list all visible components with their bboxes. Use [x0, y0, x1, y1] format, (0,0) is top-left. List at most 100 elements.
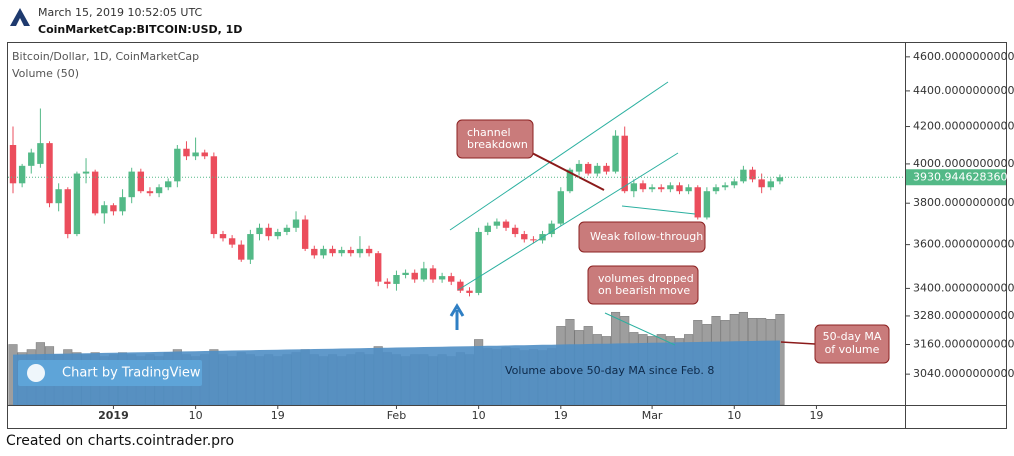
y-tick-label: 4000.0000000000 — [913, 157, 1014, 170]
up-arrow — [449, 303, 465, 330]
volume-ma-area — [13, 340, 780, 405]
annotation-text: Volume above 50-day MA since Feb. 8 — [505, 364, 714, 377]
candle-body — [712, 187, 720, 192]
follow-line — [621, 205, 696, 215]
candle-body — [557, 191, 564, 224]
volume-drop-line — [604, 312, 676, 346]
y-tick-label: 3600.0000000000 — [913, 238, 1014, 251]
annotation: channel breakdown — [456, 119, 534, 159]
timestamp: March 15, 2019 10:52:05 UTC — [38, 6, 203, 19]
candle-body — [466, 290, 473, 293]
candle-body — [256, 227, 263, 235]
candle-body — [110, 205, 117, 212]
x-tick-label: Mar — [642, 409, 663, 422]
x-tick-label: 10 — [472, 409, 486, 422]
candle-body — [703, 191, 711, 218]
annotation: Weak follow-through — [578, 221, 706, 253]
y-tick-label: 3280.0000000000 — [913, 309, 1014, 322]
candle-body — [128, 171, 135, 198]
annotation-text: breakdown — [467, 138, 528, 151]
candle-body — [320, 248, 327, 256]
callout-arrow — [780, 341, 816, 345]
candle-body — [338, 249, 345, 254]
y-tick-label: 4400.0000000000 — [913, 84, 1014, 97]
candle-body — [329, 248, 336, 254]
candle-body — [174, 148, 181, 182]
annotation-text: 50-day MA — [823, 330, 882, 343]
annotation-text: of volume — [825, 343, 880, 356]
candle-body — [731, 181, 738, 186]
candle-body — [411, 272, 418, 280]
candle-body — [429, 268, 437, 280]
x-tick-label: 19 — [271, 409, 285, 422]
annotation-text: volumes dropped — [598, 272, 694, 285]
candle-body — [137, 171, 145, 192]
candle-body — [630, 183, 638, 192]
candle-body — [749, 169, 756, 180]
x-tick-label: 10 — [727, 409, 741, 422]
last-price-box — [906, 169, 1006, 186]
candle-body — [101, 205, 108, 214]
watermark-icon — [27, 364, 45, 382]
candle-body — [594, 165, 601, 174]
candle-body — [228, 238, 236, 245]
candle-body — [201, 152, 208, 157]
candle-body — [283, 227, 291, 232]
candle-body — [420, 268, 428, 280]
candle-body — [667, 185, 674, 190]
candle-body — [155, 187, 163, 194]
candle-body — [767, 181, 774, 188]
y-tick-label: 3400.0000000000 — [913, 281, 1014, 294]
candle-body — [18, 165, 26, 184]
annotation-text: Weak follow-through — [590, 230, 703, 243]
candle-body — [384, 281, 391, 284]
watermark-box — [18, 360, 202, 386]
candle-body — [575, 163, 583, 172]
x-tick-label: 10 — [189, 409, 203, 422]
candle-body — [758, 179, 765, 188]
candle-body — [37, 143, 44, 164]
candle-body — [621, 135, 628, 192]
candle-body — [548, 223, 555, 235]
candle-body — [64, 189, 71, 235]
candle-body — [493, 221, 501, 226]
annotation-text: on bearish move — [598, 284, 690, 297]
symbol: CoinMarketCap:BITCOIN:USD, 1D — [38, 23, 242, 36]
annotation: volumes dropped on bearish move — [587, 265, 699, 305]
annotation-box — [814, 324, 890, 364]
x-tick-label: 2019 — [98, 409, 129, 422]
x-tick-label: 19 — [554, 409, 568, 422]
candle-body — [73, 173, 81, 235]
candle-body — [603, 165, 610, 172]
candle-body — [438, 276, 446, 280]
annotation-box — [587, 265, 699, 305]
watermark-text: Chart by TradingView — [62, 366, 201, 381]
last-price-label: 3930.9446283600 — [913, 170, 1014, 183]
candle-body — [694, 187, 701, 218]
annotation-box — [456, 119, 534, 159]
candle-body — [28, 152, 35, 166]
candle-body — [484, 225, 491, 232]
y-tick-label: 3800.0000000000 — [913, 196, 1014, 209]
candle-body — [219, 234, 227, 239]
candle-body — [274, 231, 281, 237]
candle-body — [265, 227, 272, 237]
candle-body — [46, 143, 53, 204]
candle-body — [530, 239, 537, 241]
candle-body — [457, 281, 464, 291]
candle-body — [676, 185, 683, 192]
y-tick-label: 4200.0000000000 — [913, 120, 1014, 133]
candle-body — [119, 197, 126, 212]
candle-body — [584, 163, 592, 174]
candle-body — [475, 231, 482, 293]
x-tick-label: 19 — [809, 409, 823, 422]
candle-body — [648, 187, 656, 190]
footer: Created on charts.cointrader.pro — [6, 433, 234, 449]
candle-body — [521, 234, 528, 240]
candle-body — [301, 219, 309, 249]
candle-body — [91, 171, 99, 214]
candle-body — [347, 249, 355, 254]
candle-body — [82, 171, 90, 174]
